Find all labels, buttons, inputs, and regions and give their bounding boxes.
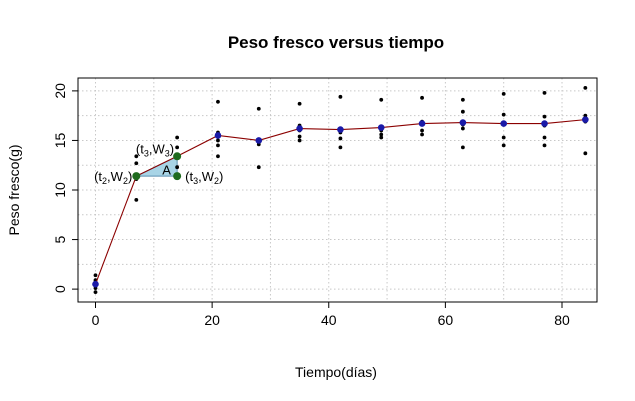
mean-series bbox=[92, 116, 589, 288]
raw-point bbox=[420, 132, 424, 137]
x-tick-label: 0 bbox=[92, 312, 100, 328]
triangle-area-label: A bbox=[162, 163, 171, 178]
mean-point bbox=[459, 119, 467, 126]
y-tick-label: 15 bbox=[52, 132, 68, 148]
raw-point bbox=[175, 145, 180, 150]
raw-point bbox=[338, 145, 343, 150]
mean-point bbox=[500, 120, 507, 127]
raw-point bbox=[379, 97, 384, 102]
raw-point bbox=[297, 138, 302, 143]
raw-point bbox=[216, 143, 220, 148]
raw-point bbox=[379, 135, 384, 140]
x-axis-label: Tiempo(días) bbox=[295, 364, 377, 380]
raw-point bbox=[501, 112, 506, 117]
x-tick-label: 40 bbox=[321, 312, 337, 328]
x-axis: 0 20 40 60 80 bbox=[92, 301, 570, 328]
raw-point bbox=[256, 165, 261, 170]
raw-point bbox=[501, 135, 506, 140]
raw-point bbox=[420, 95, 424, 100]
raw-point bbox=[542, 114, 547, 119]
vertex-label: (t3,W3) bbox=[136, 141, 174, 158]
raw-point bbox=[134, 198, 139, 202]
x-tick-label: 20 bbox=[204, 312, 220, 328]
mean-point bbox=[214, 132, 222, 139]
vertex-label: (t2,W2) bbox=[94, 169, 132, 186]
raw-point bbox=[501, 143, 506, 148]
y-tick-label: 0 bbox=[52, 285, 68, 293]
raw-point bbox=[216, 138, 220, 143]
grid bbox=[78, 78, 597, 302]
triangle-vertex bbox=[173, 152, 182, 161]
raw-point bbox=[93, 273, 98, 278]
chart-title: Peso fresco versus tiempo bbox=[228, 33, 444, 52]
raw-point bbox=[175, 135, 180, 140]
triangle-labels: A (t2,W2)(t3,W3) (t3,W2) bbox=[94, 141, 223, 186]
raw-point bbox=[542, 135, 547, 140]
mean-point bbox=[337, 126, 344, 133]
triangle-vertex bbox=[173, 172, 182, 181]
raw-point bbox=[379, 132, 384, 137]
raw-point bbox=[542, 143, 547, 148]
raw-point bbox=[460, 126, 465, 131]
vertex-label: (t3,W2) bbox=[185, 169, 223, 186]
raw-point bbox=[460, 97, 465, 102]
x-tick-label: 80 bbox=[554, 312, 570, 328]
y-axis: 0 5 10 15 20 bbox=[52, 83, 79, 293]
raw-point bbox=[134, 161, 139, 166]
raw-point bbox=[583, 151, 588, 156]
raw-point bbox=[501, 91, 506, 96]
mean-point bbox=[377, 124, 385, 131]
raw-point bbox=[420, 128, 424, 133]
y-axis-label: Peso fresco(g) bbox=[6, 144, 22, 235]
x-tick-label: 60 bbox=[438, 312, 454, 328]
raw-point bbox=[297, 134, 302, 139]
y-tick-label: 20 bbox=[52, 83, 68, 99]
mean-point bbox=[582, 116, 589, 123]
raw-point bbox=[256, 106, 261, 111]
mean-point bbox=[255, 137, 263, 144]
mean-point bbox=[92, 280, 99, 288]
raw-point bbox=[216, 99, 220, 104]
raw-point bbox=[583, 86, 588, 90]
plot-frame bbox=[77, 77, 598, 303]
raw-points bbox=[93, 86, 588, 294]
mean-point bbox=[296, 125, 303, 132]
raw-point bbox=[134, 154, 139, 159]
mean-point bbox=[418, 120, 426, 127]
raw-point bbox=[460, 145, 465, 150]
raw-point bbox=[216, 154, 220, 159]
triangle-vertex bbox=[132, 172, 141, 181]
raw-point bbox=[297, 101, 302, 106]
raw-point bbox=[338, 136, 343, 141]
y-tick-label: 5 bbox=[52, 235, 68, 243]
raw-point bbox=[175, 165, 180, 170]
mean-point bbox=[541, 120, 548, 127]
raw-point bbox=[93, 290, 98, 294]
y-tick-label: 10 bbox=[52, 182, 68, 198]
raw-point bbox=[542, 90, 547, 95]
raw-point bbox=[460, 109, 465, 114]
raw-point bbox=[338, 94, 343, 99]
